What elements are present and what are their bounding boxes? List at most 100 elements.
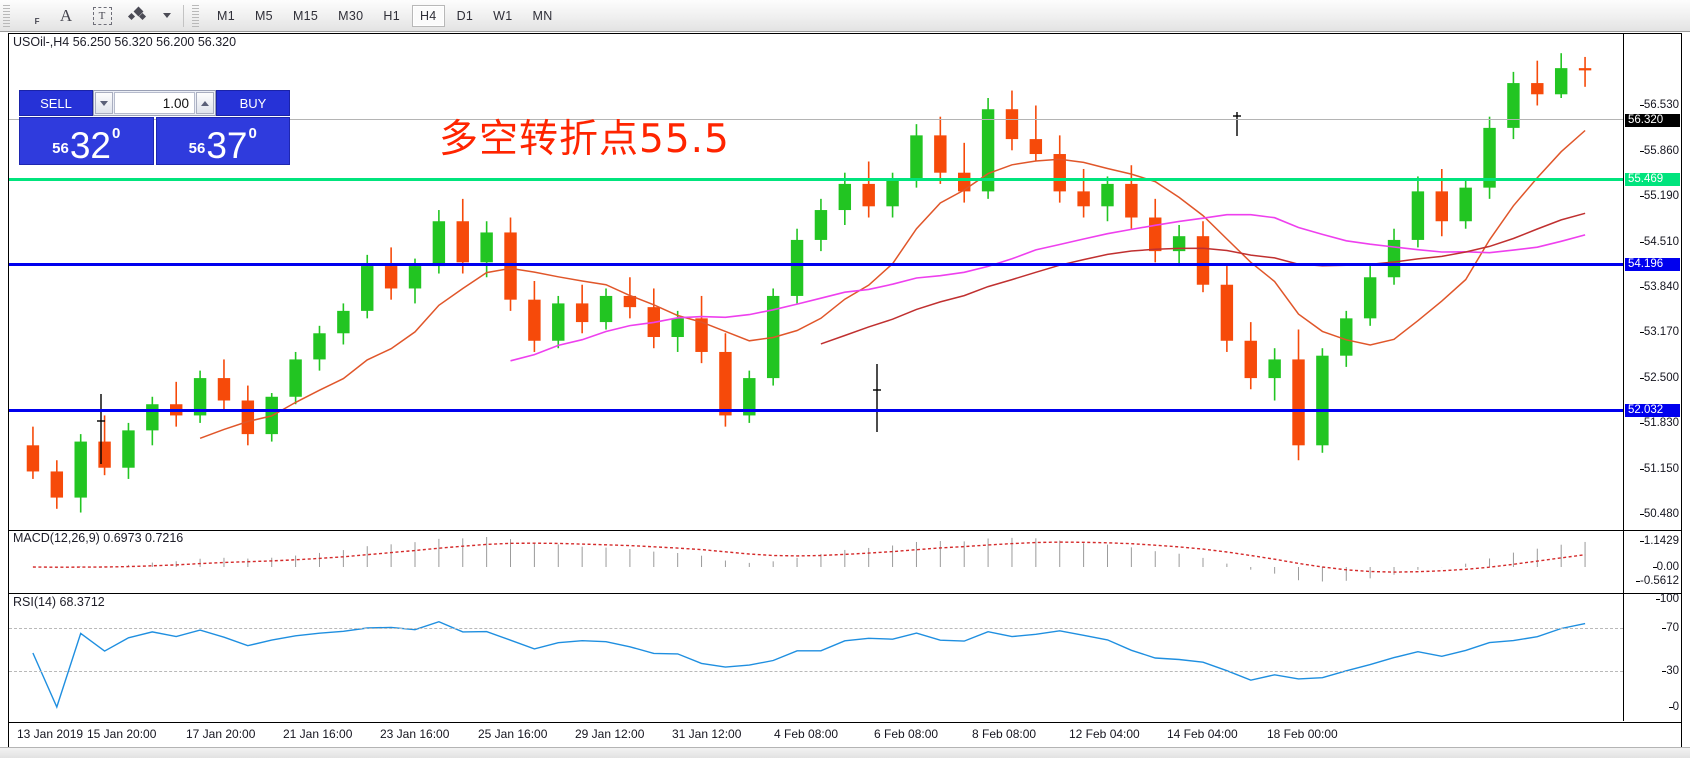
price-label-56.320: 56.320	[1625, 114, 1680, 127]
text-A-icon: A	[59, 5, 73, 25]
time-axis[interactable]: 13 Jan 2019 15 Jan 20:00 17 Jan 20:00 21 Ja…	[8, 723, 1682, 747]
volume-increase-button[interactable]	[196, 92, 214, 114]
rsi-title: RSI(14) 68.3712	[13, 595, 105, 609]
sell-price-display[interactable]: 56 32 0	[19, 117, 154, 165]
price-label-53.170: 53.170	[1639, 326, 1679, 338]
timeframe-m15[interactable]: M15	[292, 8, 319, 23]
rsi-axis: 100 70 30 0	[1623, 593, 1681, 721]
time-label: 12 Feb 04:00	[1069, 727, 1140, 741]
timeframe-mn[interactable]: MN	[532, 8, 553, 23]
time-label: 21 Jan 16:00	[283, 727, 353, 741]
sell-price-main: 32	[69, 125, 111, 166]
price-label-50.480: 50.480	[1639, 508, 1679, 520]
chart-container[interactable]: USOil-,H4 56.250 56.320 56.200 56.320 多空…	[8, 33, 1682, 723]
price-level-line-52.032[interactable]	[9, 409, 1623, 412]
price-label-54.196: 54.196	[1625, 258, 1680, 271]
timeframe-h1[interactable]: H1	[383, 8, 400, 23]
time-label: 18 Feb 00:00	[1267, 727, 1338, 741]
price-plot-area[interactable]: USOil-,H4 56.250 56.320 56.200 56.320 多空…	[9, 34, 1623, 530]
time-label: 15 Jan 20:00	[87, 727, 157, 741]
shapes-dropdown-button[interactable]	[156, 3, 178, 29]
symbol-header: USOil-,H4 56.250 56.320 56.200 56.320	[13, 35, 237, 49]
main-toolbar: F A T M1 M5 M15 M30 H1 H4 D1 W1 MN	[0, 0, 1690, 32]
price-label-55.469: 55.469	[1625, 173, 1680, 186]
time-label: 23 Jan 16:00	[380, 727, 450, 741]
buy-price-display[interactable]: 56 37 0	[155, 117, 290, 166]
timeframe-m1[interactable]: M1	[217, 8, 235, 23]
macd-label-1.1429: 1.1429	[1639, 535, 1679, 547]
macd-axis: 1.1429 0.00 -0.5612	[1623, 531, 1681, 593]
macd-pane[interactable]: MACD(12,26,9) 0.6973 0.7216 1.1429 0.00 -0…	[9, 531, 1681, 594]
timeframe-m5[interactable]: M5	[254, 8, 273, 23]
price-label-54.510: 54.510	[1639, 236, 1679, 248]
rsi-label-100: 100	[1655, 593, 1679, 605]
price-label-52.500: 52.500	[1639, 372, 1679, 384]
timeframe-group: M1 M5 M15 M30 H1 H4 D1 W1 MN	[207, 4, 563, 27]
toolbar-divider	[183, 4, 184, 27]
trade-controls-row: SELL 1.00 BUY	[19, 90, 290, 116]
buy-button[interactable]: BUY	[216, 90, 290, 116]
text-A-icon-button[interactable]: A	[48, 3, 84, 29]
time-label: 4 Feb 08:00	[774, 727, 839, 741]
buy-price-prefix: 56	[188, 140, 206, 157]
toolbar-grip-1[interactable]	[3, 4, 10, 27]
buy-price-fraction: 0	[248, 125, 257, 142]
trade-price-row: 56 32 0 56 37 0	[19, 117, 290, 165]
price-pane[interactable]: USOil-,H4 56.250 56.320 56.200 56.320 多空…	[9, 34, 1681, 531]
price-label-53.840: 53.840	[1639, 281, 1679, 293]
time-label: 14 Feb 04:00	[1167, 727, 1238, 741]
chart-annotation: 多空转折点55.5	[439, 117, 730, 162]
price-level-line-55.469[interactable]	[9, 178, 1623, 181]
rsi-pane[interactable]: RSI(14) 68.3712 100 70 30 0	[9, 593, 1681, 721]
volume-input[interactable]: 1.00	[114, 92, 195, 114]
timeframe-d1[interactable]: D1	[456, 8, 474, 23]
rsi-level-70	[9, 628, 1623, 629]
one-click-trading-panel[interactable]: SELL 1.00 BUY 56 32 0 56 37 0	[19, 90, 290, 165]
timeframe-m30[interactable]: M30	[338, 8, 364, 23]
volume-decrease-button[interactable]	[95, 92, 113, 114]
time-label: 17 Jan 20:00	[186, 727, 256, 741]
time-label: 25 Jan 16:00	[478, 727, 548, 741]
rsi-plot-area[interactable]: RSI(14) 68.3712	[9, 594, 1623, 721]
price-axis[interactable]: 56.530 56.320 55.860 55.469 55.190 54.510 54.1…	[1623, 34, 1681, 530]
sell-button[interactable]: SELL	[19, 90, 93, 116]
macd-title: MACD(12,26,9) 0.6973 0.7216	[13, 531, 184, 545]
candlestick-svg	[26, 53, 1592, 513]
sell-price-prefix: 56	[52, 140, 69, 157]
grid-icon: F	[34, 17, 40, 26]
buy-price-main: 37	[206, 125, 248, 166]
shapes-icon	[127, 6, 148, 23]
text-box-icon: T	[92, 6, 112, 25]
price-label-55.190: 55.190	[1639, 190, 1679, 202]
rsi-level-30	[9, 671, 1623, 672]
shapes-icon-button[interactable]	[120, 3, 156, 29]
time-label: 31 Jan 12:00	[672, 727, 742, 741]
macd-plot-area[interactable]: MACD(12,26,9) 0.6973 0.7216	[9, 531, 1623, 593]
text-box-icon-button[interactable]: T	[84, 3, 120, 29]
price-level-line-54.196[interactable]	[9, 263, 1623, 266]
macd-svg	[32, 537, 1586, 582]
timeframe-w1[interactable]: W1	[493, 8, 513, 23]
grid-icon-button[interactable]: F	[12, 3, 48, 29]
price-label-51.830: 51.830	[1639, 417, 1679, 429]
price-label-55.860: 55.860	[1639, 145, 1679, 157]
time-label: 8 Feb 08:00	[972, 727, 1037, 741]
rsi-label-0: 0	[1668, 701, 1679, 713]
timeframe-h4[interactable]: H4	[411, 4, 445, 27]
macd-label-0.00: 0.00	[1652, 561, 1679, 573]
volume-stepper[interactable]: 1.00	[93, 90, 216, 116]
rsi-label-70: 70	[1662, 622, 1679, 634]
time-label: 13 Jan 2019	[17, 727, 84, 741]
status-bar	[0, 747, 1690, 758]
price-label-52.032: 52.032	[1625, 404, 1680, 417]
price-label-56.530: 56.530	[1639, 99, 1679, 111]
price-label-51.150: 51.150	[1639, 463, 1679, 475]
macd-label--0.5612: -0.5612	[1635, 575, 1679, 587]
rsi-label-30: 30	[1662, 665, 1679, 677]
sell-price-fraction: 0	[112, 125, 121, 142]
time-label: 6 Feb 08:00	[874, 727, 939, 741]
rsi-svg	[32, 620, 1586, 709]
chevron-down-icon	[163, 13, 171, 18]
price-level-line-56.320[interactable]	[9, 119, 1623, 120]
toolbar-grip-2[interactable]	[192, 4, 199, 27]
